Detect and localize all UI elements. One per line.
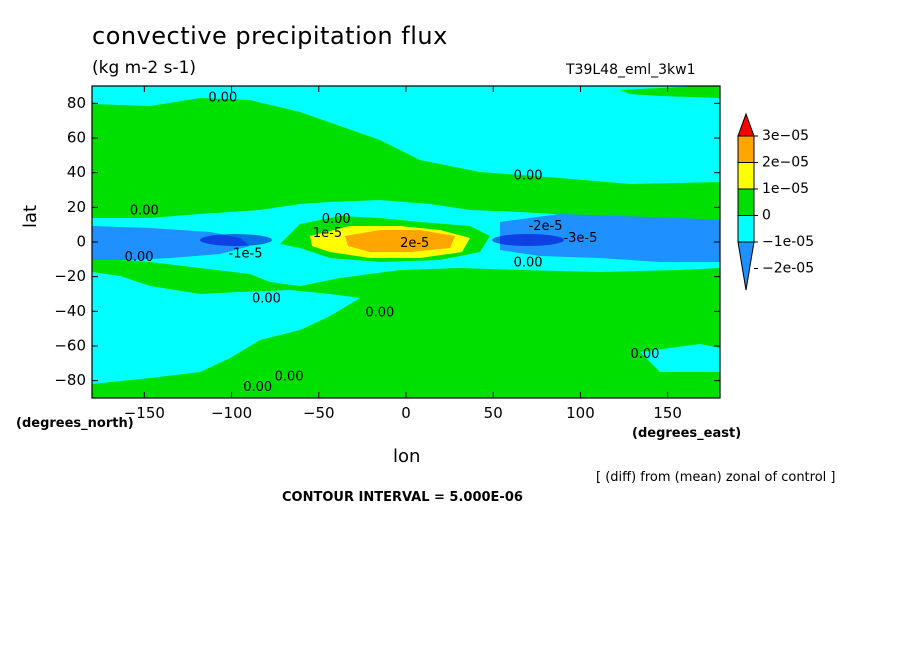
- contour-label: -2e-5: [529, 219, 563, 234]
- colorbar-label: −2e-05: [762, 261, 814, 277]
- colorbar-label: 3e−05: [762, 128, 809, 144]
- contour-interval: CONTOUR INTERVAL = 5.000E-06: [282, 490, 523, 505]
- chart-title: convective precipitation flux: [92, 22, 448, 50]
- orange-eq-core: [345, 230, 455, 252]
- contour-label: 0.00: [514, 169, 543, 184]
- contour-label: 2e-5: [400, 236, 429, 251]
- y-tick-label: 20: [67, 198, 86, 216]
- contour-label: 0.00: [243, 380, 272, 395]
- lon-unit-label: (degrees_east): [632, 426, 742, 441]
- x-axis-label: lon: [393, 446, 421, 467]
- contour-label: 0.00: [130, 203, 159, 218]
- green-patch-nw: [160, 114, 240, 126]
- contour-label: 0.00: [208, 91, 237, 106]
- x-tick-label: −150: [124, 404, 165, 422]
- green-patch-ne: [620, 86, 720, 98]
- y-tick-label: 80: [67, 94, 86, 112]
- contour-label: 0.00: [631, 347, 660, 362]
- y-axis-label: lat: [20, 204, 41, 228]
- contour-label: 0.00: [514, 255, 543, 270]
- x-tick-label: −50: [303, 404, 335, 422]
- y-tick-label: 40: [67, 163, 86, 181]
- green-band-north: [92, 98, 720, 222]
- y-tick-label: 60: [67, 129, 86, 147]
- contour-label: 1e-5: [313, 226, 342, 241]
- blue-west: [92, 226, 250, 260]
- dark-blue-core-1: [200, 234, 272, 246]
- chart-units: (kg m-2 s-1): [92, 58, 197, 78]
- colorbar-label: 0: [762, 208, 771, 224]
- colorbar-label: 2e−05: [762, 155, 809, 171]
- colorbar-segment: [737, 135, 755, 163]
- contour-label: -3e-5: [563, 231, 597, 246]
- lat-unit-label: (degrees_north): [16, 416, 134, 431]
- colorbar-segment: [737, 188, 755, 216]
- dark-blue-core-2: [492, 234, 564, 246]
- colorbar-label: −1e-05: [762, 234, 814, 250]
- colorbar-top-arrow: [737, 112, 755, 137]
- y-tick-label: −60: [54, 337, 86, 355]
- x-tick-label: 0: [401, 404, 411, 422]
- colorbar-label: 1e−05: [762, 181, 809, 197]
- contour-label: 0.00: [322, 212, 351, 227]
- contour-label: -1e-5: [229, 247, 263, 262]
- blue-east: [500, 214, 720, 262]
- x-tick-label: 150: [653, 404, 682, 422]
- colorbar-segment: [737, 162, 755, 190]
- x-tick-label: 100: [566, 404, 595, 422]
- y-tick-label: 0: [76, 233, 86, 251]
- x-tick-label: −100: [211, 404, 252, 422]
- colorbar-segment: [737, 215, 755, 243]
- cyan-patch-se: [640, 344, 720, 372]
- y-tick-label: −40: [54, 302, 86, 320]
- colorbar-bottom-arrow: [737, 241, 755, 291]
- y-tick-label: −80: [54, 371, 86, 389]
- run-id: T39L48_eml_3kw1: [566, 62, 696, 78]
- contour-label: 0.00: [252, 292, 281, 307]
- contour-label: 0.00: [365, 306, 394, 321]
- green-south-edge: [92, 384, 260, 398]
- y-tick-label: −20: [54, 267, 86, 285]
- contour-label: 0.00: [275, 370, 304, 385]
- cyan-patch-south: [92, 296, 240, 362]
- contour-label: 0.00: [125, 250, 154, 265]
- source-note: [ (diff) from (mean) zonal of control ]: [596, 470, 836, 485]
- x-tick-label: 50: [484, 404, 503, 422]
- green-band-south: [92, 258, 720, 398]
